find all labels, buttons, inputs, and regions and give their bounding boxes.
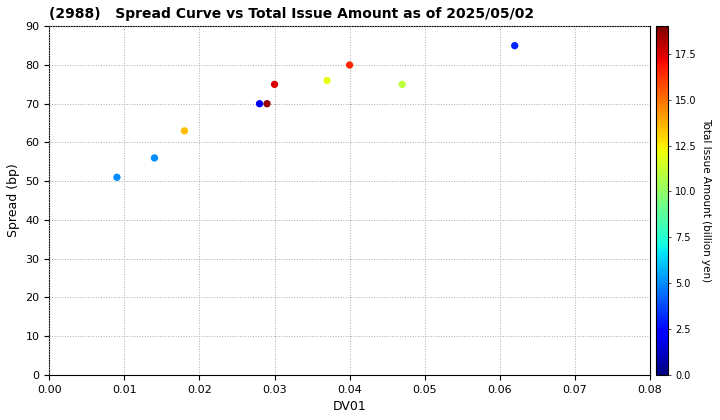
Y-axis label: Spread (bp): Spread (bp)	[7, 164, 20, 237]
Text: (2988)   Spread Curve vs Total Issue Amount as of 2025/05/02: (2988) Spread Curve vs Total Issue Amoun…	[50, 7, 534, 21]
Point	[179, 127, 190, 134]
Point	[269, 81, 280, 88]
Point	[148, 155, 160, 161]
Point	[111, 174, 122, 181]
Point	[253, 100, 265, 107]
Point	[344, 62, 356, 68]
Point	[261, 100, 273, 107]
Point	[397, 81, 408, 88]
X-axis label: DV01: DV01	[333, 400, 366, 413]
Point	[509, 42, 521, 49]
Point	[321, 77, 333, 84]
Y-axis label: Total Issue Amount (billion yen): Total Issue Amount (billion yen)	[701, 118, 711, 283]
